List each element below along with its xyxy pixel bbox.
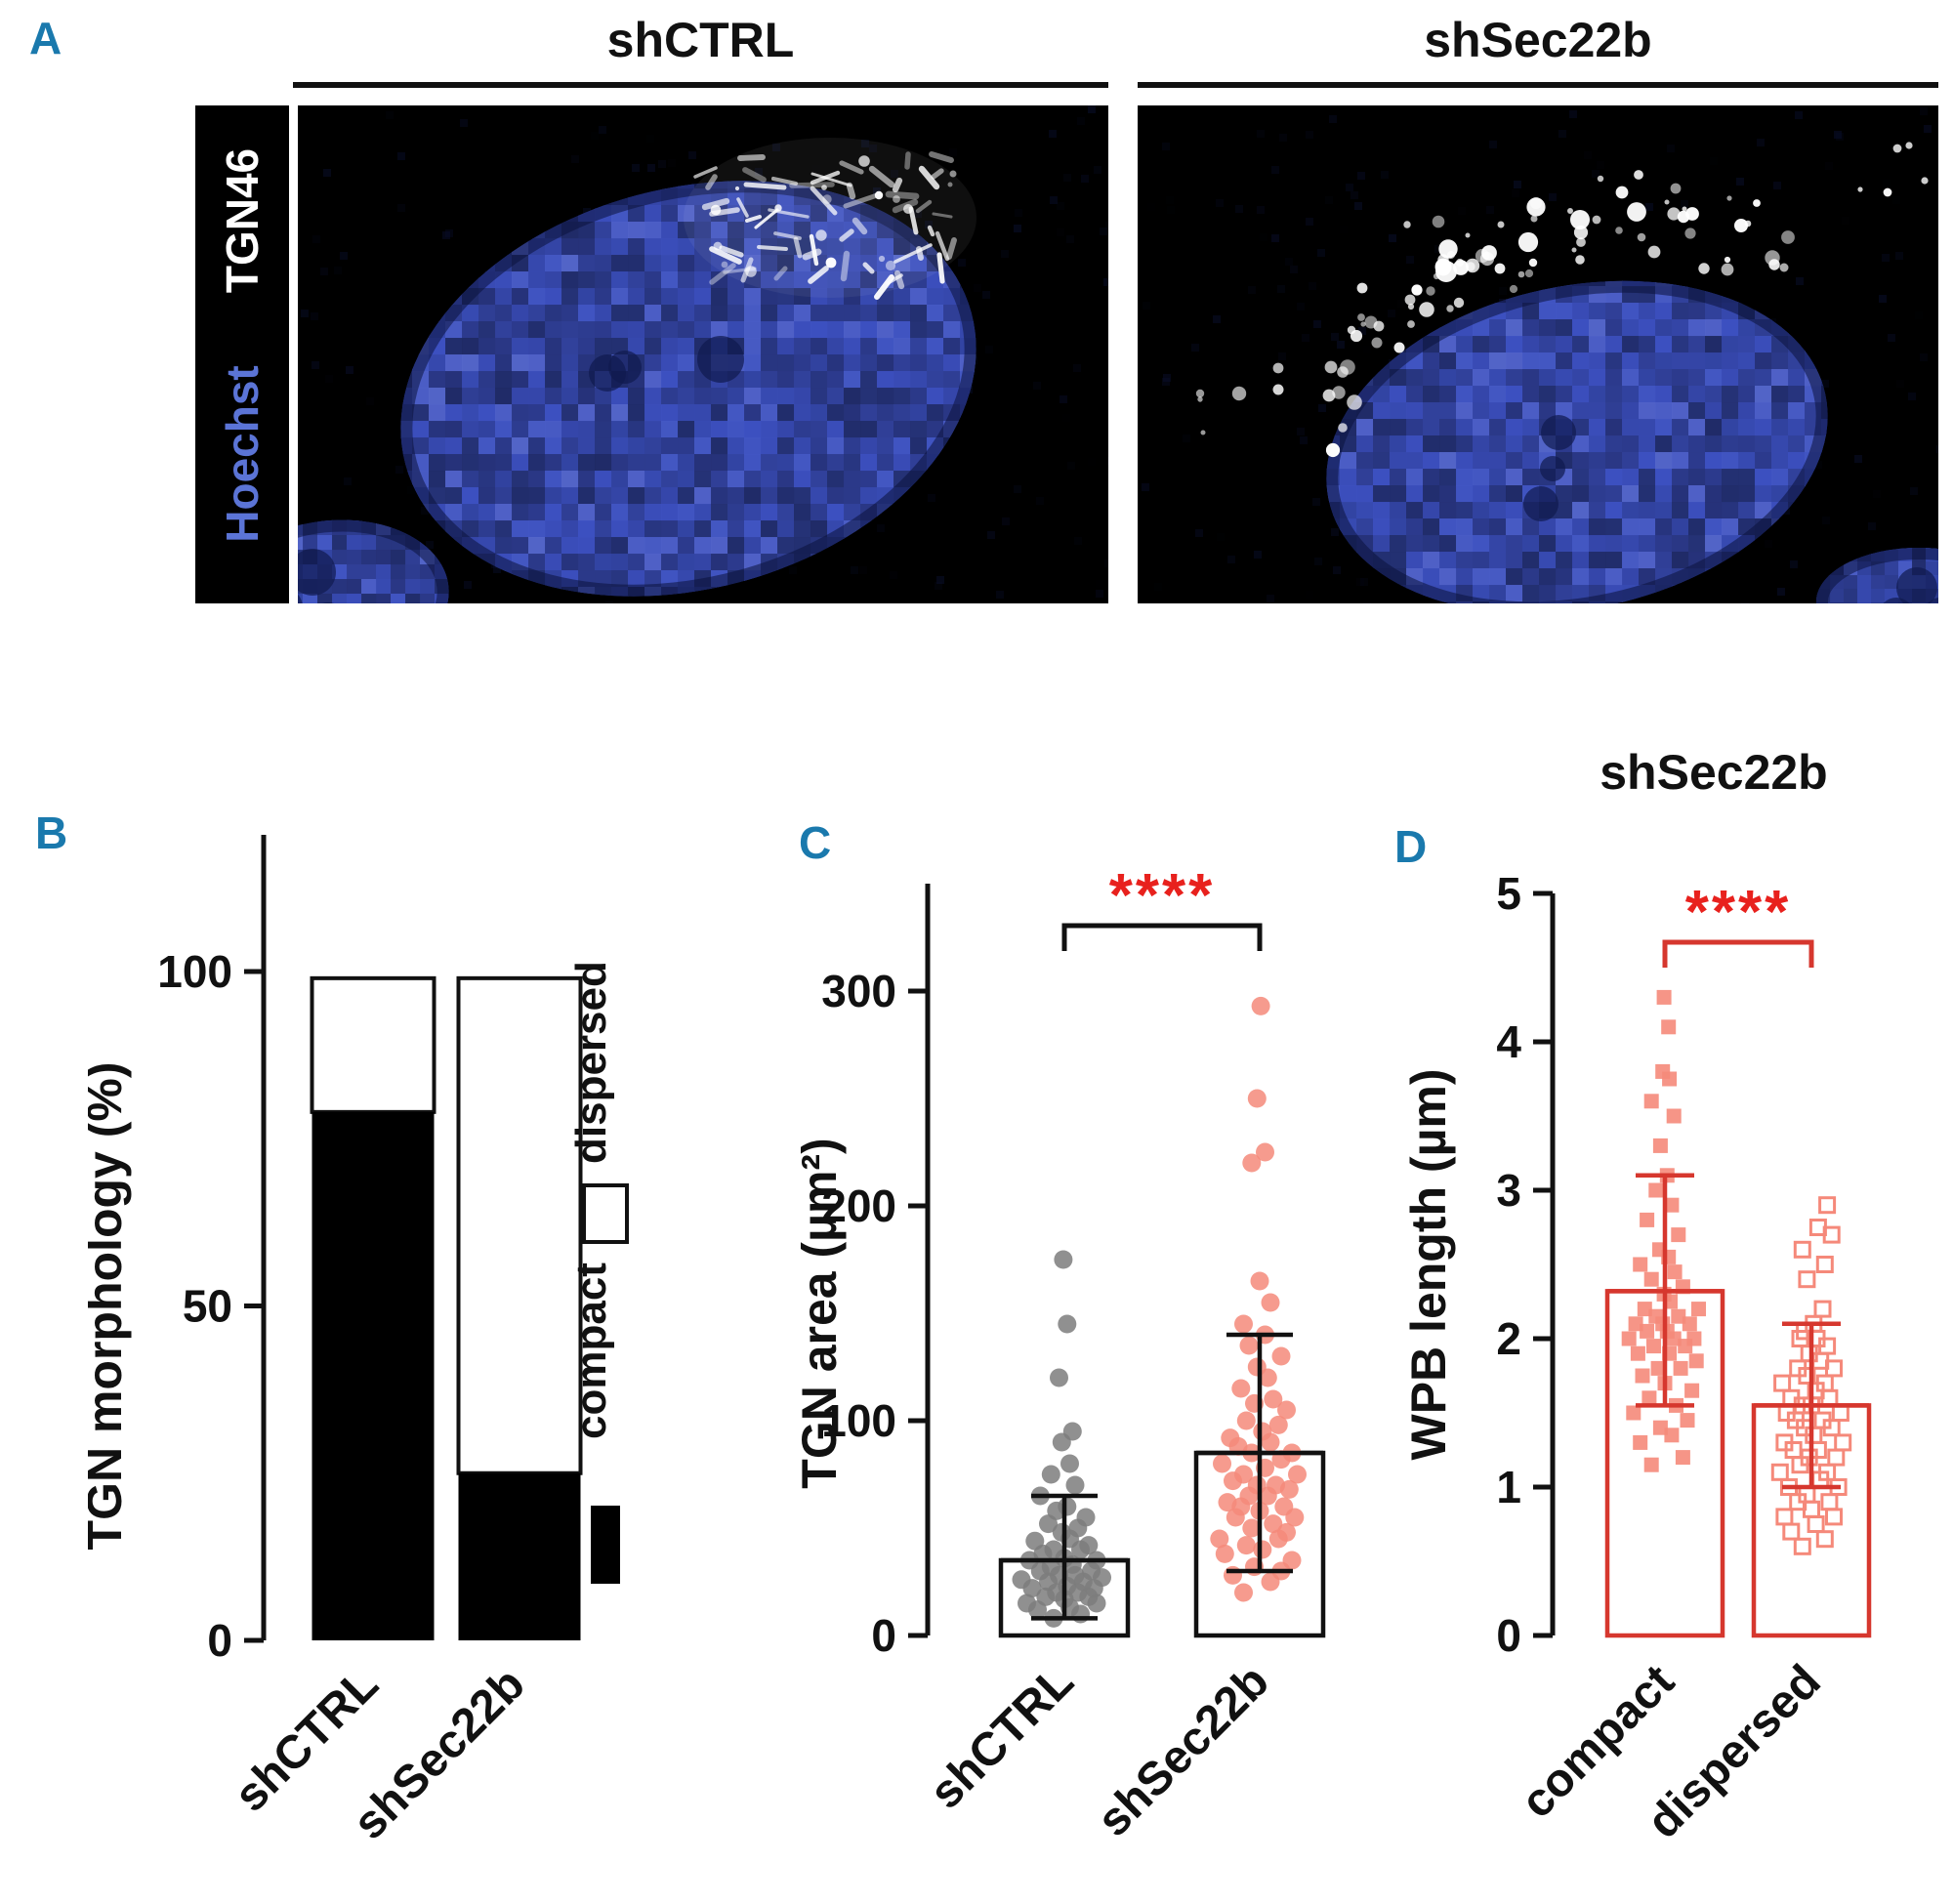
svg-text:100: 100 bbox=[157, 946, 232, 997]
svg-text:****: **** bbox=[1109, 862, 1216, 930]
svg-text:100: 100 bbox=[821, 1395, 896, 1446]
panel-d-label: D bbox=[1394, 821, 1428, 872]
svg-text:compact: compact bbox=[567, 1262, 615, 1439]
svg-text:TGN morphology (%): TGN morphology (%) bbox=[88, 1062, 132, 1551]
svg-text:1: 1 bbox=[1496, 1462, 1521, 1512]
svg-text:0: 0 bbox=[871, 1610, 896, 1661]
svg-text:dispersed: dispersed bbox=[567, 961, 615, 1164]
svg-text:shCTRL: shCTRL bbox=[920, 1655, 1084, 1819]
panel-c-label: C bbox=[799, 817, 832, 868]
micrograph-shsec22b bbox=[1138, 105, 1938, 603]
tgn46-label: TGN46 bbox=[217, 147, 268, 294]
column-header-shctrl: shCTRL bbox=[606, 13, 795, 67]
hoechst-label: Hoechst bbox=[217, 365, 268, 543]
svg-text:300: 300 bbox=[821, 966, 896, 1016]
micrograph-shctrl bbox=[298, 105, 1108, 603]
svg-text:5: 5 bbox=[1496, 868, 1521, 919]
svg-text:200: 200 bbox=[821, 1180, 896, 1231]
chart-tgn-area: 0 100 200 300 TGN area (µm²) shCTRL shSec22b **… bbox=[801, 862, 1326, 1846]
svg-text:TGN area (µm²): TGN area (µm²) bbox=[801, 1138, 847, 1488]
header-underline-left bbox=[293, 82, 1108, 88]
svg-text:50: 50 bbox=[183, 1281, 232, 1332]
svg-text:4: 4 bbox=[1496, 1016, 1521, 1067]
svg-text:0: 0 bbox=[1496, 1610, 1521, 1661]
svg-text:3: 3 bbox=[1496, 1165, 1521, 1216]
column-header-shsec22b: shSec22b bbox=[1424, 13, 1652, 67]
stain-label-strip: TGN46 Hoechst bbox=[195, 105, 289, 603]
svg-text:shSec22b: shSec22b bbox=[1600, 745, 1827, 800]
panel-b-label: B bbox=[35, 807, 68, 858]
svg-text:****: **** bbox=[1685, 879, 1792, 946]
svg-text:0: 0 bbox=[207, 1615, 232, 1666]
header-underline-right bbox=[1138, 82, 1938, 88]
svg-text:WPB length (µm): WPB length (µm) bbox=[1406, 1069, 1456, 1461]
panel-a-label: A bbox=[29, 13, 62, 63]
svg-text:2: 2 bbox=[1496, 1313, 1521, 1364]
svg-text:shSec22b: shSec22b bbox=[1088, 1655, 1279, 1846]
